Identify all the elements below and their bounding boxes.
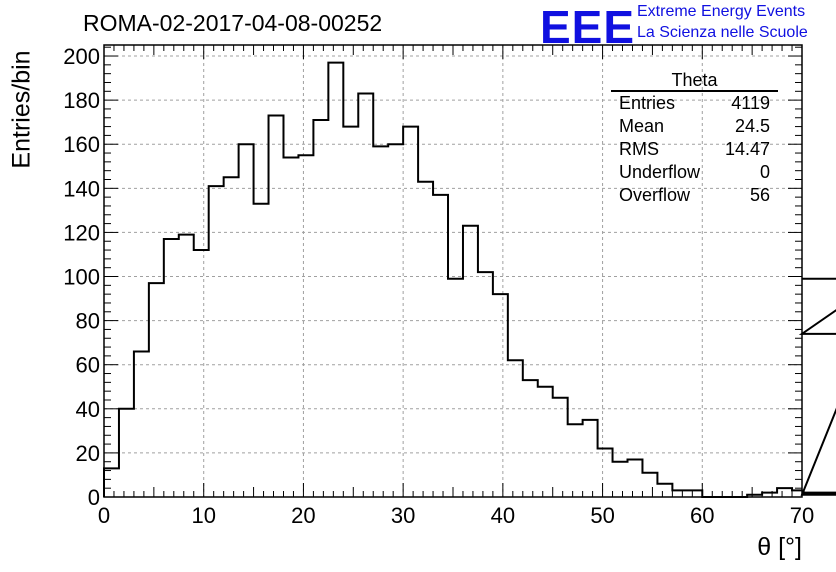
x-axis: 0 10 20 30 40 50 60 70 <box>98 45 814 528</box>
stat-row-rms: RMS 14.47 <box>611 138 778 161</box>
histogram-bin <box>463 226 478 497</box>
stat-value: 24.5 <box>734 116 770 136</box>
histogram-bin <box>642 473 657 497</box>
histogram-bin <box>523 380 538 497</box>
stat-label: Underflow <box>619 162 701 182</box>
histogram-bin <box>328 63 343 497</box>
stat-row-overflow: Overflow 56 <box>611 184 778 207</box>
histogram-bin <box>538 387 553 497</box>
histogram-bin <box>613 462 628 497</box>
stat-label: Entries <box>619 93 676 113</box>
histogram-bin <box>628 460 643 497</box>
y-tick-label: 140 <box>63 176 100 201</box>
stat-value: 4119 <box>731 93 770 113</box>
y-tick-label: 20 <box>76 441 100 466</box>
y-tick-label: 100 <box>63 265 100 290</box>
histogram-bin <box>687 490 702 497</box>
stat-row-mean: Mean 24.5 <box>611 115 778 138</box>
histogram-bin <box>283 157 298 497</box>
x-axis-label: θ [°] <box>757 533 802 561</box>
y-tick-label: 60 <box>76 353 100 378</box>
histogram-bin <box>209 186 224 497</box>
histogram-bin <box>792 490 802 497</box>
y-tick-label: 120 <box>63 220 100 245</box>
stat-label: Overflow <box>619 185 691 205</box>
stats-title: Theta <box>611 70 778 92</box>
histogram-bin <box>433 195 448 497</box>
y-tick-label: 160 <box>63 132 100 157</box>
x-tick-label: 10 <box>191 503 215 528</box>
y-tick-label: 200 <box>63 44 100 69</box>
histogram-bin <box>373 146 388 497</box>
histogram-bin <box>493 294 508 497</box>
histogram-bin <box>777 488 792 497</box>
histogram-bin <box>403 127 418 497</box>
x-tick-label: 40 <box>491 503 515 528</box>
stat-row-underflow: Underflow 0 <box>611 161 778 184</box>
histogram-bin <box>164 239 179 497</box>
y-axis: 0 20 40 60 80 100 120 140 160 180 200 <box>63 44 802 510</box>
x-tick-label: 0 <box>98 503 110 528</box>
y-tick-label: 40 <box>76 397 100 422</box>
eee-logo: EEE <box>540 1 636 53</box>
histogram-bin <box>134 351 149 497</box>
histogram-bin <box>358 94 373 497</box>
histogram-bin <box>343 127 358 497</box>
histogram-bin <box>598 448 613 497</box>
x-tick-label: 60 <box>690 503 714 528</box>
histogram-bin <box>298 155 313 497</box>
histogram-bin <box>418 182 433 497</box>
histogram-bin <box>568 424 583 497</box>
chart-title: ROMA-02-2017-04-08-00252 <box>83 10 383 36</box>
histogram-bin <box>179 235 194 497</box>
stat-value: 0 <box>759 162 770 182</box>
x-tick-label: 20 <box>291 503 315 528</box>
stats-box: Theta Entries 4119 Mean 24.5 RMS 14.47 U… <box>611 70 778 207</box>
y-tick-label: 80 <box>76 309 100 334</box>
stat-label: Mean <box>619 116 665 136</box>
x-tick-label: 50 <box>590 503 614 528</box>
y-axis-label: Entries/bin <box>7 50 36 169</box>
histogram-bin <box>672 490 687 497</box>
logo-line-1: Extreme Energy Events <box>637 3 806 20</box>
y-tick-label: 0 <box>88 485 100 510</box>
stat-row-entries: Entries 4119 <box>611 92 778 115</box>
histogram-bin <box>239 144 254 497</box>
histogram-bin <box>553 398 568 497</box>
histogram-bin <box>224 177 239 497</box>
stat-value: 56 <box>749 185 770 205</box>
histogram-bin <box>583 420 598 497</box>
histogram-bin <box>478 272 493 497</box>
stat-value: 14.47 <box>724 139 770 159</box>
x-tick-label: 70 <box>790 503 814 528</box>
histogram-bin <box>119 409 134 497</box>
histogram-bin <box>388 144 403 497</box>
x-tick-label: 30 <box>391 503 415 528</box>
histogram-bin <box>254 204 269 497</box>
histogram-bin <box>149 283 164 497</box>
histogram-bin <box>194 250 209 497</box>
histogram-bin <box>657 484 672 497</box>
histogram-bin <box>508 360 523 497</box>
y-tick-label: 180 <box>63 88 100 113</box>
histogram-bin <box>313 120 328 497</box>
histogram-bin <box>269 116 284 497</box>
grid-lines <box>104 45 802 497</box>
stat-label: RMS <box>619 139 659 159</box>
histogram-bin <box>104 468 119 497</box>
histogram-bin <box>448 279 463 497</box>
logo-line-2: La Scienza nelle Scuole <box>637 24 808 41</box>
